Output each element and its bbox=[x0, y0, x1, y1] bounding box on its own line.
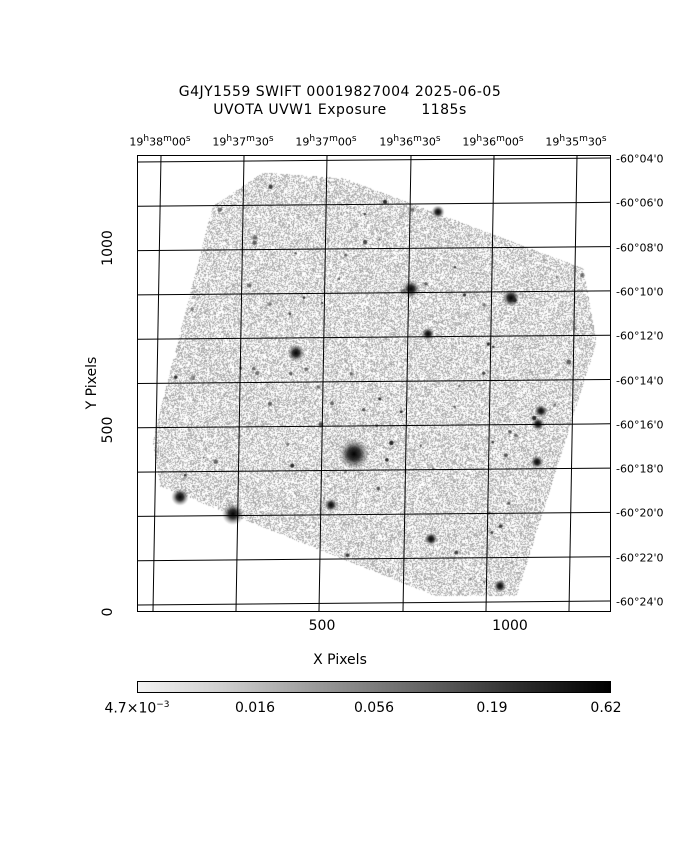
y-axis-label: Y Pixels bbox=[84, 356, 100, 410]
ra-tick-label: 19h37m00s bbox=[295, 134, 357, 149]
dec-tick-label: -60°10'0 bbox=[616, 285, 664, 299]
dec-tick-label: -60°04'0 bbox=[616, 152, 664, 166]
dec-grid-line bbox=[138, 467, 610, 473]
ra-tick-label: 19h37m30s bbox=[212, 134, 274, 149]
dec-grid-line bbox=[138, 511, 610, 517]
dec-grid-line bbox=[138, 556, 610, 562]
colorbar-label-min: 4.7×10−3 bbox=[104, 700, 170, 717]
ra-grid-line bbox=[485, 156, 495, 611]
ra-grid-line bbox=[318, 156, 328, 611]
dec-tick-label: -60°14'0 bbox=[616, 374, 664, 387]
dec-tick-label: -60°24'0 bbox=[616, 595, 664, 609]
y-tick-1000: 1000 bbox=[100, 230, 116, 266]
ra-grid-line bbox=[568, 156, 578, 611]
dec-grid-line bbox=[138, 246, 610, 252]
colorbar-label: 0.016 bbox=[234, 700, 276, 716]
x-axis-label: X Pixels bbox=[313, 652, 367, 668]
dec-tick-label: -60°06'0 bbox=[616, 196, 664, 210]
dec-grid-line bbox=[138, 290, 610, 296]
dec-tick-label: -60°16'0 bbox=[616, 418, 664, 432]
dec-grid-line bbox=[138, 334, 610, 340]
dec-tick-label: -60°18'0 bbox=[616, 462, 664, 476]
image-title-line2: UVOTA UVW1 Exposure 1185s bbox=[213, 102, 467, 118]
colorbar-label: 0.19 bbox=[476, 700, 508, 716]
coordinate-grid bbox=[138, 156, 610, 611]
x-tick-500: 500 bbox=[308, 618, 336, 634]
y-tick-500: 500 bbox=[100, 416, 116, 444]
dec-tick-label: -60°20'0 bbox=[616, 506, 664, 520]
dec-grid-line bbox=[138, 379, 610, 384]
dec-grid-line bbox=[138, 201, 610, 207]
ra-grid-line bbox=[402, 156, 412, 611]
sky-exposure-image bbox=[138, 156, 610, 611]
dec-tick-label: -60°08'0 bbox=[616, 241, 664, 255]
dec-grid-line bbox=[138, 423, 610, 429]
x-tick-1000: 1000 bbox=[492, 618, 528, 634]
ra-tick-label: 19h38m00s bbox=[129, 134, 191, 149]
ra-tick-label: 19h35m30s bbox=[545, 134, 607, 149]
ra-grid-line bbox=[235, 156, 245, 611]
sky-image-frame bbox=[137, 155, 611, 612]
dec-tick-label: -60°12'0 bbox=[616, 329, 664, 343]
dec-tick-label: -60°22'0 bbox=[616, 551, 664, 565]
image-title-line1: G4JY1559 SWIFT 00019827004 2025-06-05 bbox=[178, 84, 502, 100]
colorbar bbox=[137, 681, 611, 693]
colorbar-label: 0.056 bbox=[353, 700, 395, 716]
colorbar-label: 0.62 bbox=[590, 700, 622, 716]
ra-tick-label: 19h36m30s bbox=[379, 134, 441, 149]
dec-grid-line bbox=[138, 600, 610, 606]
dec-grid-line bbox=[138, 157, 610, 163]
ra-tick-label: 19h36m00s bbox=[462, 134, 524, 149]
y-tick-0: 0 bbox=[100, 607, 116, 617]
